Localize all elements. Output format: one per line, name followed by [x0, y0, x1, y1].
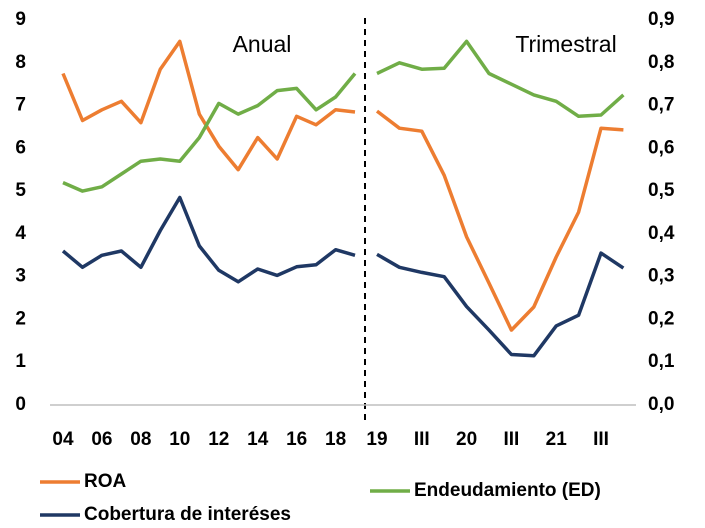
y-tick-label: 8	[15, 52, 26, 73]
y2-tick-label: 0,8	[648, 52, 674, 73]
x-tick-label: 18	[325, 429, 346, 450]
series-line	[376, 39, 625, 119]
x-tick-label: 20	[456, 429, 477, 450]
y2-tick-label: 0,0	[648, 394, 674, 415]
series-line	[61, 39, 356, 172]
y2-tick-label: 0,6	[648, 137, 674, 158]
y-tick-label: 0	[15, 394, 26, 415]
x-tick-label: 10	[169, 429, 190, 450]
series-line	[62, 72, 357, 193]
y-tick-label: 5	[15, 180, 26, 201]
x-tick-label: 12	[208, 429, 229, 450]
x-tick-label: 19	[366, 429, 387, 450]
legend-label: Cobertura de interéses	[84, 504, 291, 525]
legend-label: Endeudamiento (ED)	[414, 480, 601, 501]
annotation: Trimestral	[515, 31, 616, 57]
y-tick-label: 3	[15, 266, 26, 287]
y-tick-label: 7	[15, 95, 26, 116]
x-tick-label: III	[414, 429, 430, 450]
y-tick-label: 1	[15, 351, 26, 372]
x-tick-label: III	[593, 429, 609, 450]
y2-tick-label: 0,2	[648, 308, 674, 329]
y2-tick-label: 0,3	[648, 266, 674, 287]
x-tick-label: III	[503, 429, 519, 450]
y2-tick-label: 0,1	[648, 351, 675, 372]
x-tick-label: 04	[52, 429, 74, 450]
series-line	[375, 109, 624, 332]
y-tick-label: 9	[15, 9, 26, 30]
x-tick-label: 16	[286, 429, 307, 450]
legend-label: ROA	[84, 471, 127, 492]
y-tick-label: 4	[15, 223, 26, 244]
y2-tick-label: 0,9	[648, 9, 674, 30]
series-line	[376, 251, 625, 358]
x-tick-label: 14	[247, 429, 269, 450]
series-line	[61, 195, 356, 284]
y-tick-label: 2	[15, 308, 26, 329]
y-tick-label: 6	[15, 137, 26, 158]
x-tick-label: 21	[546, 429, 568, 450]
x-tick-label: 08	[130, 429, 151, 450]
annotation: Anual	[233, 31, 292, 57]
y2-tick-label: 0,4	[648, 223, 675, 244]
y2-tick-label: 0,7	[648, 95, 674, 116]
y2-tick-label: 0,5	[648, 180, 675, 201]
x-tick-label: 06	[91, 429, 112, 450]
